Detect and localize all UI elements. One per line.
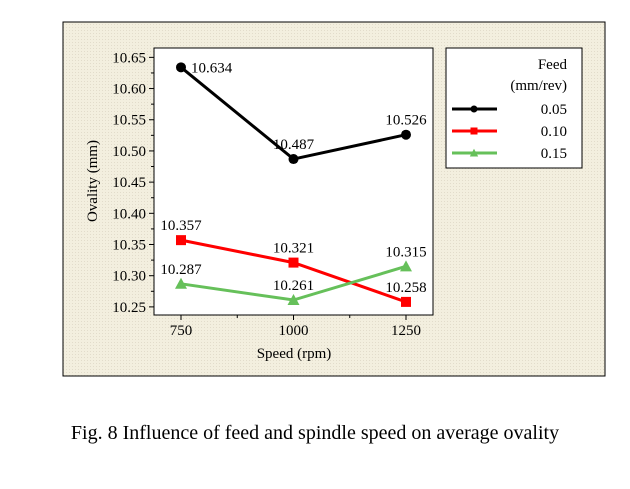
data-point [401,129,411,140]
legend-label: 0.05 [541,102,567,118]
data-point [175,277,187,289]
series-0.10: 10.357 10.321 10.258 [160,218,427,307]
legend-item: 0.15 [452,146,567,162]
legend-item: 0.05 [452,102,567,118]
y-tick-label: 10.55 [112,113,146,129]
data-point [176,235,186,246]
legend-label: 0.15 [541,146,567,162]
y-tick-label: 10.60 [112,82,146,98]
data-point [401,296,411,307]
x-axis-label: Speed (rpm) [257,346,332,362]
data-point [176,62,186,73]
data-point [470,105,478,113]
legend-label: 0.10 [541,124,567,140]
legend-title: Feed [538,57,568,73]
data-label: 10.315 [385,244,426,260]
y-tick-label: 10.25 [112,300,146,316]
y-tick-label: 10.65 [112,50,146,66]
y-tick-label: 10.35 [112,238,146,254]
data-label: 10.357 [160,218,202,234]
y-axis-label: Ovality (mm) [85,140,101,222]
figure-caption: Fig. 8 Influence of feed and spindle spe… [70,422,560,444]
data-point [400,260,412,272]
data-point [288,257,299,268]
x-tick-label: 1000 [279,323,309,339]
legend: Feed (mm/rev) 0.05 0.10 0.15 [445,47,583,169]
data-label: 10.321 [273,241,314,257]
data-label: 10.261 [273,278,314,294]
data-label: 10.526 [385,113,427,129]
data-label: 10.487 [273,137,315,153]
y-tick-label: 10.30 [112,269,146,285]
x-tick-label: 1250 [391,323,421,339]
data-label: 10.287 [160,262,202,278]
legend-subtitle: (mm/rev) [510,78,567,94]
series-0.05: 10.634 10.487 10.526 [176,60,427,165]
y-tick-label: 10.50 [112,144,146,160]
y-tick-label: 10.40 [112,206,146,222]
data-point [288,154,299,165]
legend-item: 0.10 [452,124,567,140]
data-point [469,148,479,157]
plot-area [153,47,434,316]
data-point [287,294,300,306]
x-tick-label: 750 [170,323,193,339]
data-point [470,127,478,135]
series-0.15: 10.287 10.261 10.315 [160,244,427,306]
data-label: 10.258 [385,280,426,296]
data-label: 10.634 [191,60,233,76]
y-tick-label: 10.45 [112,175,146,191]
